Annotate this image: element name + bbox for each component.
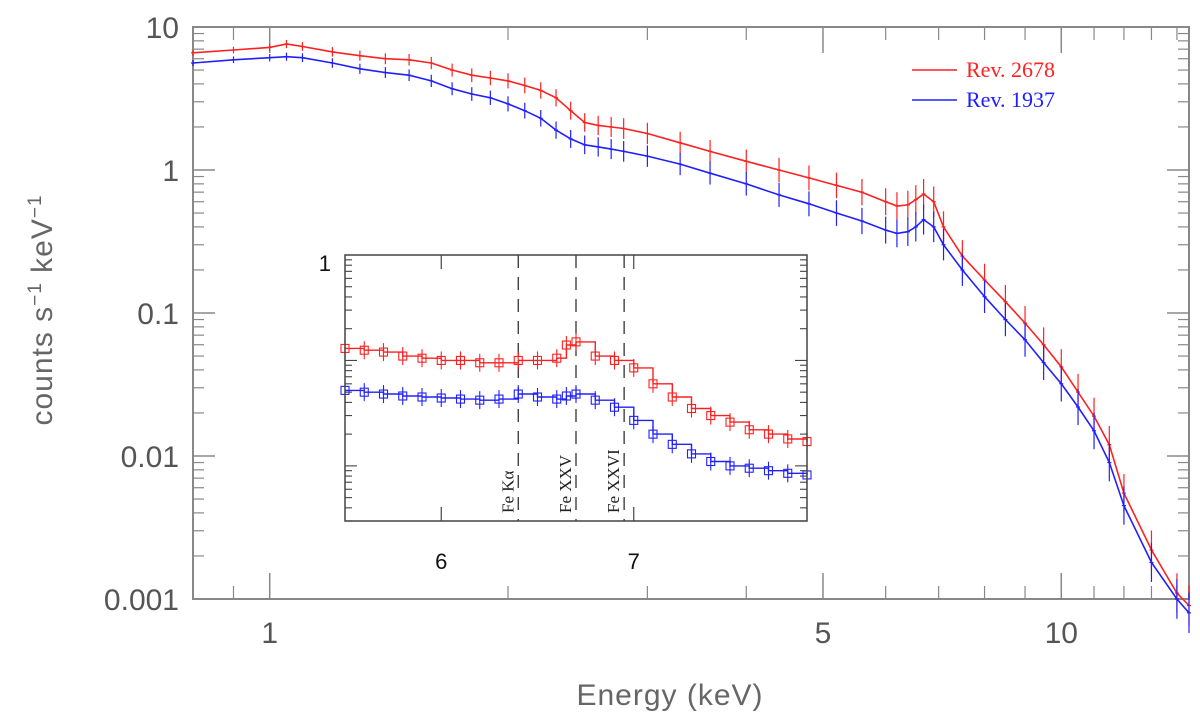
series-line-rev-2678 xyxy=(192,43,1190,607)
inset-plot: Fe Kα Fe XXV Fe XXVI 6 7 1 xyxy=(319,251,812,574)
inset-y-tick-label: 1 xyxy=(319,251,331,276)
y-axis-title-base: counts s xyxy=(26,306,59,426)
legend-label-rev-2678: Rev. 2678 xyxy=(966,57,1055,82)
line-label-fe-xxvi: Fe XXVI xyxy=(604,449,623,513)
y-tick-label: 10 xyxy=(146,12,179,45)
y-axis-title: counts s−1 keV−1 xyxy=(25,194,59,425)
x-tick-label: 1 xyxy=(261,617,278,650)
inset-axis-ticks: 6 7 1 xyxy=(319,251,807,574)
main-series-group xyxy=(191,39,1191,634)
x-axis-title: Energy (keV) xyxy=(576,679,763,712)
y-axis-title-exp1: −1 xyxy=(25,282,46,306)
y-tick-label: 0.01 xyxy=(121,441,179,474)
y-axis-title-exp2: −1 xyxy=(25,194,46,218)
line-label-fe-xxv: Fe XXV xyxy=(556,454,575,513)
series-line-rev-1937 xyxy=(192,55,1190,614)
legend: Rev. 2678 Rev. 1937 xyxy=(912,57,1055,112)
y-tick-label: 0.001 xyxy=(104,584,179,617)
legend-label-rev-1937: Rev. 1937 xyxy=(966,87,1055,112)
x-tick-label: 10 xyxy=(1045,617,1078,650)
main-axis-ticks: 10 1 0.1 0.01 0.001 1 5 10 xyxy=(104,12,1189,650)
main-plot: 10 1 0.1 0.01 0.001 1 5 10 xyxy=(104,12,1191,650)
inset-frame xyxy=(344,254,808,522)
line-label-fe-k: Fe Kα xyxy=(498,470,517,513)
x-tick-label: 5 xyxy=(815,617,832,650)
inset-series-group xyxy=(340,332,812,484)
y-tick-label: 0.1 xyxy=(137,298,179,331)
y-axis-title-unit: keV xyxy=(26,218,59,282)
inset-x-tick-label: 7 xyxy=(628,549,640,574)
y-tick-label: 1 xyxy=(162,155,179,188)
inset-x-tick-label: 6 xyxy=(435,549,447,574)
